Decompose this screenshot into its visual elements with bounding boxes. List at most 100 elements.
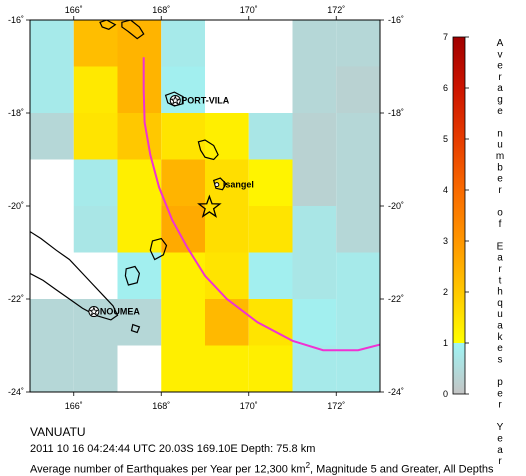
coastlines: [30, 20, 227, 334]
grid-cell: [117, 66, 162, 113]
lat-label-left: -18˚: [8, 108, 24, 118]
legend-ticks: 0 1 2 3 4 5 6 7: [443, 32, 469, 399]
grid-cell: [30, 20, 74, 67]
island-coastline: [149, 237, 168, 261]
city-star-icon: [88, 306, 99, 316]
island-coastline: [121, 20, 145, 40]
grid-cell: [205, 159, 249, 206]
grid-cell: [73, 345, 118, 392]
legend-tick-label: 4: [443, 185, 448, 195]
lat-label-right: -20˚: [388, 201, 404, 211]
lon-label-bottom: 172˚: [327, 401, 345, 411]
grid-cell: [161, 113, 205, 160]
legend-tick-label: 0: [443, 389, 448, 399]
grid-cell: [336, 345, 380, 392]
grid-cell: [292, 159, 337, 206]
epicenter-star-icon: [197, 194, 222, 218]
density-prefix: Average number of Earthquakes per Year p…: [30, 463, 306, 476]
legend-tick-label: 3: [443, 236, 448, 246]
grid-cell: [248, 206, 293, 253]
grid-cell: [292, 66, 337, 113]
lat-label-left: -16˚: [8, 15, 24, 25]
island-coastline: [197, 139, 219, 161]
grid-cell: [73, 113, 118, 160]
grid-cell: [30, 345, 74, 392]
lon-label-top: 166˚: [65, 5, 83, 15]
island-coastline: [30, 230, 119, 321]
grid-cell: [161, 159, 205, 206]
place-markers: PORT-VILA Isangel NOUMEA: [88, 94, 254, 318]
event-details: 2011 10 16 04:24:44 UTC 20.03S 169.10E D…: [30, 443, 316, 455]
island-coastline: [164, 91, 184, 107]
grid-cell: [161, 299, 205, 346]
place-isangel: Isangel: [214, 180, 254, 190]
grid-cell: [336, 113, 380, 160]
grid-cell: [248, 345, 293, 392]
grid-cell: [336, 20, 380, 67]
grid-cell: [161, 20, 205, 67]
place-label: NOUMEA: [100, 307, 140, 317]
grid-cell: [30, 66, 74, 113]
grid-cell: [336, 392, 380, 439]
lon-label-top: 172˚: [327, 5, 345, 15]
lat-label-right: -24˚: [388, 387, 404, 397]
island-coastline: [124, 265, 141, 286]
lon-label-bottom: 168˚: [152, 401, 170, 411]
grid-cell: [30, 299, 74, 346]
grid-cell: [117, 113, 162, 160]
map-area: [30, 20, 380, 439]
legend-tick-label: 6: [443, 83, 448, 93]
density-description: Average number of Earthquakes per Year p…: [30, 461, 494, 476]
trench-line: [142, 57, 380, 352]
grid-cell: [30, 113, 74, 160]
grid-cell: [292, 20, 337, 67]
place-label: PORT-VILA: [181, 95, 230, 105]
grid-cell: [205, 252, 249, 299]
grid-cell: [336, 206, 380, 253]
map-ticks: 166˚ 166˚ 168˚ 168˚ 170˚ 170˚ 172˚ 172˚ -16˚ -16˚…: [8, 5, 404, 411]
density-suffix: , Magnitude 5 and Greater, All Depths: [310, 463, 494, 476]
grid-cell: [292, 252, 337, 299]
grid-cell: [117, 159, 162, 206]
grid-cell: [161, 252, 205, 299]
grid-cell: [249, 392, 293, 439]
grid-cell: [205, 113, 249, 160]
grid-cell: [161, 206, 205, 253]
place-label: Isangel: [223, 180, 254, 190]
lat-label-left: -24˚: [8, 387, 24, 397]
grid-cell: [205, 345, 249, 392]
grid-cell: [292, 345, 337, 392]
grid-cell: [248, 252, 293, 299]
grid-cell: [336, 159, 380, 206]
grid-cell: [73, 66, 118, 113]
grid-cell: [336, 252, 380, 299]
grid-cell: [292, 113, 337, 160]
legend-tick-label: 5: [443, 134, 448, 144]
island-coastline: [212, 177, 227, 191]
island-coastline: [130, 323, 141, 334]
lat-label-left: -22˚: [8, 294, 24, 304]
lat-label-right: -22˚: [388, 294, 404, 304]
lat-label-left: -20˚: [8, 201, 24, 211]
place-noumea: NOUMEA: [88, 306, 140, 318]
grid-cell: [248, 299, 293, 346]
town-dot-icon: [214, 182, 220, 188]
city-star-icon: [170, 95, 181, 105]
grid-cell: [205, 299, 249, 346]
region-name: VANUATU: [30, 425, 86, 439]
density-grid: [30, 20, 380, 439]
grid-cell: [117, 299, 162, 346]
legend-tick-label: 2: [443, 287, 448, 297]
lon-label-top: 170˚: [240, 5, 258, 15]
grid-cell: [336, 66, 380, 113]
lon-label-bottom: 166˚: [65, 401, 83, 411]
grid-cell: [336, 299, 380, 346]
grid-cell: [161, 392, 205, 439]
lon-label-top: 168˚: [152, 5, 170, 15]
place-port-vila: PORT-VILA: [169, 94, 230, 106]
epicenter: [197, 194, 222, 218]
grid-cell: [292, 299, 337, 346]
lon-label-bottom: 170˚: [240, 401, 258, 411]
